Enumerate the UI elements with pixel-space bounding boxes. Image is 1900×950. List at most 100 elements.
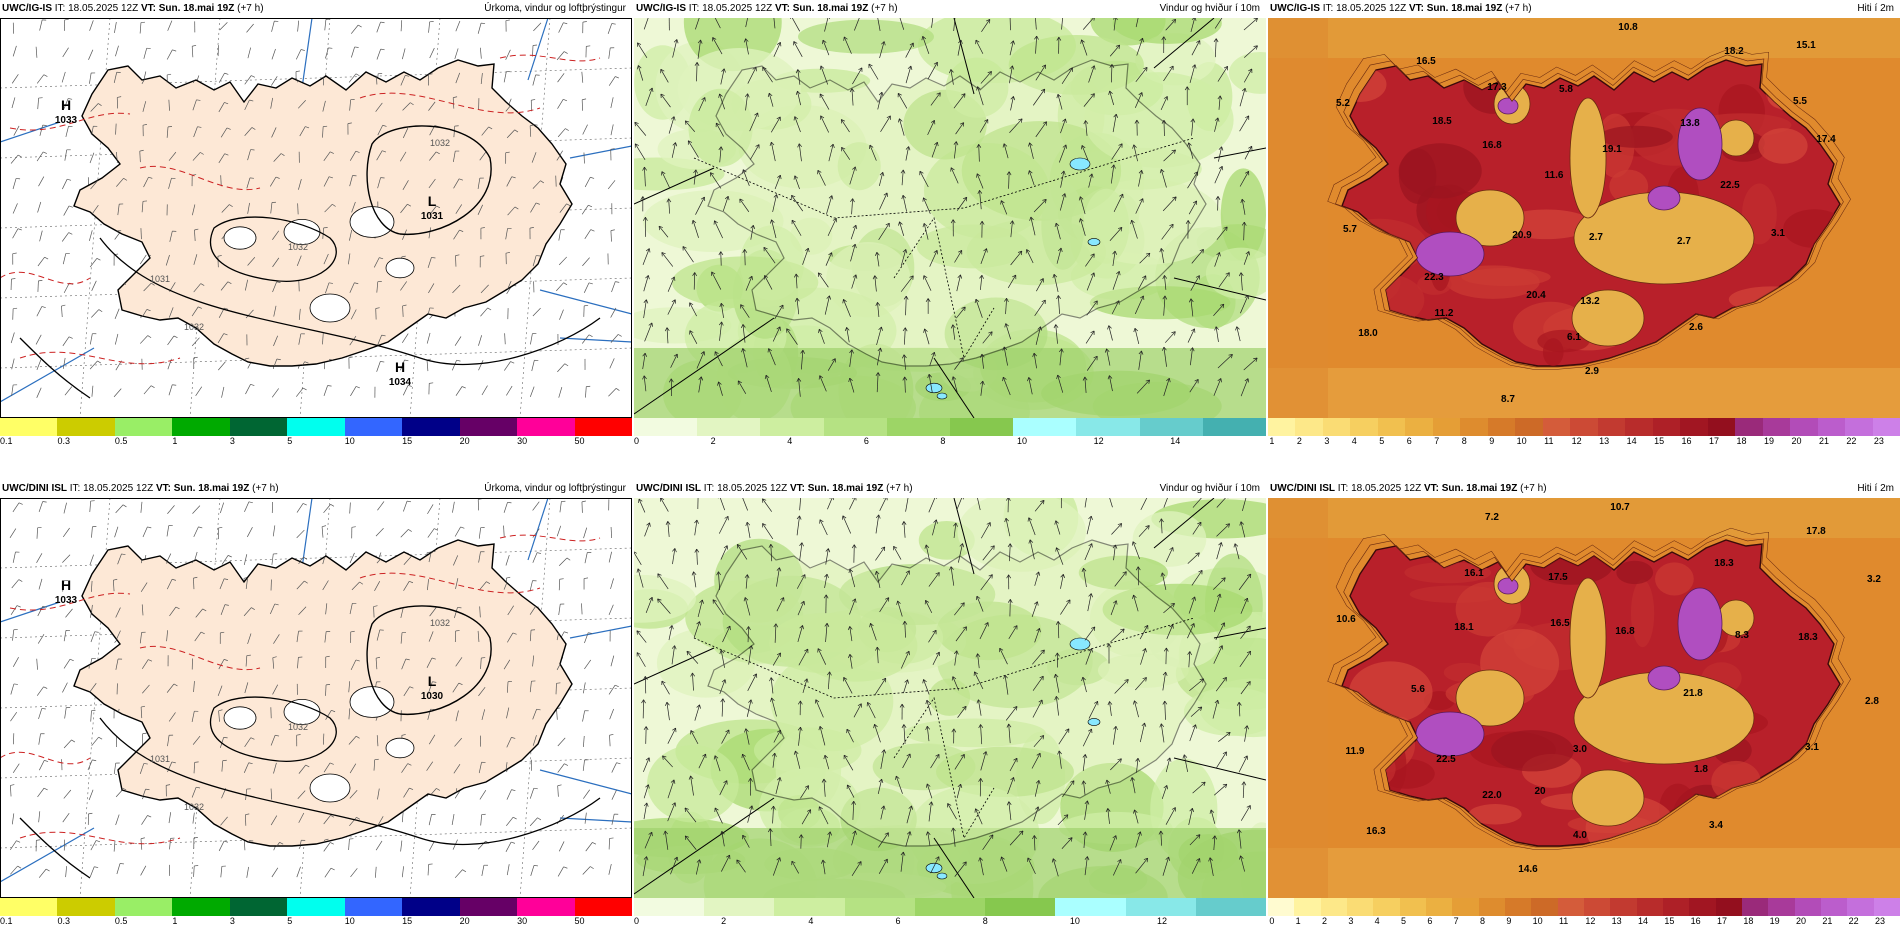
colorbar-swatch (1294, 898, 1321, 916)
colorbar-tick-label: 50 (574, 436, 585, 446)
colorbar-tick-label: 22 (1848, 916, 1859, 926)
panel-header: UWC/DINI ISL IT: 18.05.2025 12Z VT: Sun.… (0, 480, 632, 498)
colorbar-swatch (287, 418, 345, 436)
map-panel-precip: UWC/DINI ISL IT: 18.05.2025 12Z VT: Sun.… (0, 480, 632, 928)
pressure-value: 1034 (389, 377, 412, 388)
temperature-label: 16.5 (1416, 56, 1436, 67)
colorbar-swatch (634, 898, 705, 916)
temperature-label: 10.7 (1610, 502, 1630, 513)
vt-label: VT: (155, 483, 171, 494)
colorbar-tick-label: 23 (1873, 436, 1884, 446)
model-name: UWC/IG-IS (2, 3, 52, 14)
temperature-label: 16.5 (1550, 618, 1570, 629)
colorbar-swatch (1847, 898, 1874, 916)
it-label: IT: (1322, 3, 1334, 14)
colorbar-tick-label: 9 (1489, 436, 1495, 446)
panel-run-info: UWC/DINI ISL IT: 18.05.2025 12Z VT: Sun.… (2, 480, 279, 498)
colorbar-tick-label: 19 (1769, 916, 1780, 926)
colorbar-swatch (1583, 898, 1611, 916)
colorbar-tick-label: 10 (344, 436, 355, 446)
colorbar-swatch (172, 898, 230, 916)
colorbar-tick-label: 4 (1374, 916, 1380, 926)
colorbar-swatch (1487, 418, 1516, 436)
colorbar-tick-label: 14 (1637, 916, 1648, 926)
temperature-label: 2.9 (1585, 366, 1599, 377)
map-panel-temp: UWC/DINI ISL IT: 18.05.2025 12Z VT: Sun.… (1268, 480, 1900, 928)
colorbar-ticks: 0 2 4 6 8 10 12 (634, 916, 1266, 928)
colorbar-swatch (704, 898, 775, 916)
colorbar-swatch (114, 418, 173, 436)
colorbar-tick-label: 3 (1348, 916, 1354, 926)
colorbar-swatch (229, 898, 288, 916)
map-panel-temp: UWC/IG-IS IT: 18.05.2025 12Z VT: Sun. 18… (1268, 0, 1900, 448)
isobar-label: 1031 (150, 274, 170, 284)
colorbar (1268, 898, 1900, 916)
colorbar-tick-label: 9 (1506, 916, 1512, 926)
temperature-label: 22.0 (1482, 790, 1502, 801)
temperature-label: 11.2 (1435, 308, 1454, 319)
colorbar-swatch (1652, 418, 1681, 436)
colorbar-tick-label: 20 (459, 436, 470, 446)
colorbar-tick-label: 15 (402, 916, 413, 926)
temperature-label: 8.3 (1735, 630, 1749, 641)
colorbar-tick-label: 20 (1791, 436, 1802, 446)
colorbar-swatch (517, 898, 575, 916)
colorbar-swatch (1195, 898, 1266, 916)
colorbar-swatch (1460, 418, 1488, 436)
colorbar-tick-label: 17 (1716, 916, 1727, 926)
colorbar-swatch (1768, 898, 1795, 916)
panel-title: Vindur og hviður í 10m (1159, 3, 1260, 14)
model-name: UWC/IG-IS (1270, 3, 1320, 14)
colorbar-tick-label: 0.3 (57, 436, 70, 446)
vt-value: Sun. 18.mai 19Z (173, 483, 250, 494)
it-label: IT: (54, 3, 66, 14)
it-value: 18.05.2025 12Z (1351, 483, 1422, 494)
colorbar-swatch (1377, 418, 1406, 436)
temperature-label: 22.5 (1436, 754, 1456, 765)
pressure-value: 1031 (421, 211, 444, 222)
colorbar-tick-label: 8 (982, 916, 988, 926)
colorbar-tick-label: 3 (229, 916, 235, 926)
colorbar-swatch (1762, 418, 1791, 436)
colorbar-swatch (402, 898, 460, 916)
colorbar-swatch (1531, 898, 1558, 916)
panel-header: UWC/IG-IS IT: 18.05.2025 12Z VT: Sun. 18… (0, 0, 632, 18)
isobar-label: 1031 (150, 754, 170, 764)
colorbar-swatch (459, 898, 518, 916)
colorbar-swatch (950, 418, 1014, 436)
pressure-center-h: H (61, 97, 71, 113)
colorbar-tick-label: 10 (344, 916, 355, 926)
colorbar-tick-label: 18 (1743, 916, 1754, 926)
colorbar-tick-label: 11 (1558, 916, 1569, 926)
temperature-label: 3.0 (1573, 744, 1587, 755)
panel-header: UWC/IG-IS IT: 18.05.2025 12Z VT: Sun. 18… (1268, 0, 1900, 18)
colorbar-swatch (1320, 898, 1347, 916)
colorbar-swatch (1707, 418, 1736, 436)
it-value: 18.05.2025 12Z (1336, 3, 1407, 14)
colorbar-tick-label: 30 (517, 436, 528, 446)
colorbar (634, 418, 1267, 436)
colorbar-tick-label: 13 (1611, 916, 1622, 926)
vt-value: Sun. 18.mai 19Z (792, 3, 869, 14)
colorbar-swatch (172, 418, 230, 436)
temperature-label: 17.8 (1806, 526, 1826, 537)
temperature-label: 17.5 (1548, 572, 1568, 583)
colorbar-tick-label: 0 (634, 436, 640, 446)
colorbar-swatch (760, 418, 824, 436)
model-name: UWC/DINI ISL (636, 483, 701, 494)
colorbar-swatch (1872, 418, 1900, 436)
colorbar-swatch (1610, 898, 1637, 916)
lead-time: (+7 h) (237, 3, 264, 14)
colorbar-tick-label: 16 (1681, 436, 1692, 446)
colorbar-tick-label: 3 (1324, 436, 1330, 446)
colorbar-tick-label: 20 (459, 916, 470, 926)
colorbar-swatch (1597, 418, 1626, 436)
model-name: UWC/DINI ISL (2, 483, 67, 494)
colorbar-tick-label: 17 (1709, 436, 1720, 446)
isobar-label: 1032 (184, 322, 204, 332)
temperature-label: 16.8 (1615, 626, 1635, 637)
colorbar-tick-label: 2 (1296, 436, 1302, 446)
colorbar-tick-label: 5 (287, 916, 293, 926)
temperature-label: 21.8 (1683, 688, 1703, 699)
colorbar-swatch (1680, 418, 1708, 436)
